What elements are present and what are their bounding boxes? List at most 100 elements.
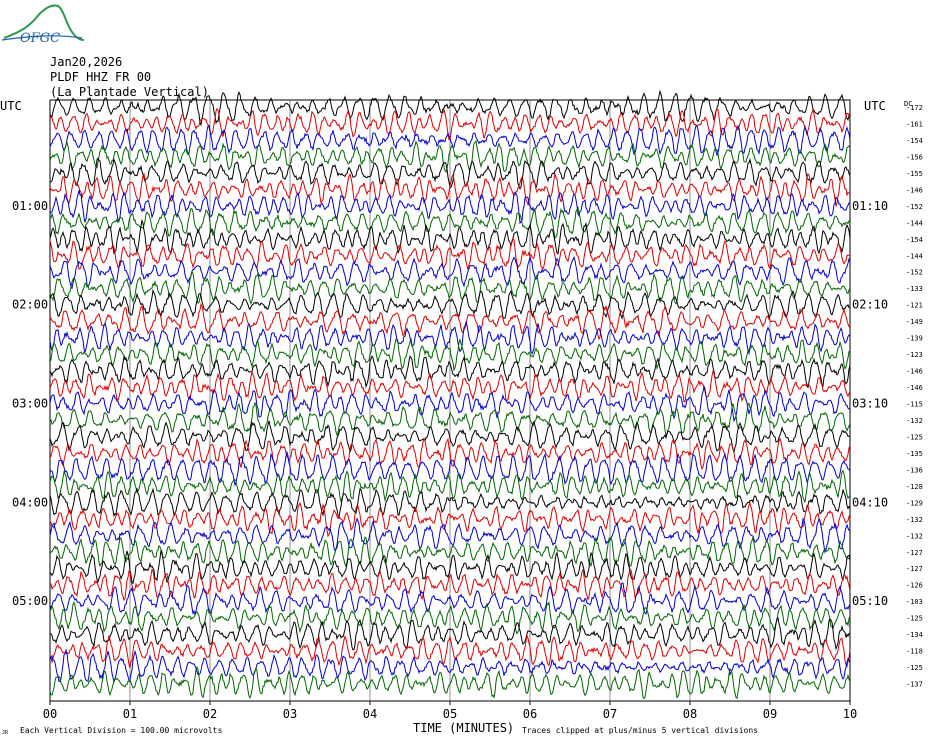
trace-line bbox=[49, 218, 851, 255]
left-time-label: 05:00 bbox=[12, 594, 48, 608]
right-utc-label: UTC bbox=[864, 99, 886, 113]
clip-note: Traces clipped at plus/minus 5 vertical … bbox=[522, 726, 758, 735]
trace-line bbox=[49, 369, 851, 403]
dc-offset-value: -127 bbox=[906, 549, 923, 557]
dc-offset-value: -133 bbox=[906, 285, 923, 293]
dc-offset-value: -149 bbox=[906, 318, 923, 326]
trace-line bbox=[49, 189, 851, 225]
dc-offset-value: -146 bbox=[906, 368, 923, 376]
dc-offset-value: -118 bbox=[906, 648, 923, 656]
trace-line bbox=[49, 269, 851, 306]
right-time-label: 01:10 bbox=[852, 199, 888, 213]
right-time-label: 02:10 bbox=[852, 298, 888, 312]
trace-line bbox=[49, 236, 851, 271]
dc-offset-value: -129 bbox=[906, 499, 923, 507]
logo-text: OFGC bbox=[20, 31, 60, 46]
x-tick-label: 08 bbox=[683, 707, 697, 721]
dc-offset-value: -125 bbox=[906, 433, 923, 441]
x-tick-label: 06 bbox=[523, 707, 537, 721]
dc-offset-value: -156 bbox=[906, 153, 923, 161]
right-time-labels: 01:10 02:10 03:10 04:10 05:10 bbox=[852, 199, 888, 608]
dc-offset-value: -139 bbox=[906, 335, 923, 343]
dc-offset-value: -135 bbox=[906, 450, 923, 458]
dc-offset-value: -103 bbox=[906, 598, 923, 606]
trace-line bbox=[49, 600, 851, 635]
x-tick-label: 04 bbox=[363, 707, 377, 721]
trace-line bbox=[49, 648, 851, 683]
right-time-label: 03:10 bbox=[852, 397, 888, 411]
dc-offset-value: -136 bbox=[906, 466, 923, 474]
dc-offset-value: -146 bbox=[906, 186, 923, 194]
dc-offset-value: -144 bbox=[906, 219, 923, 227]
trace-line bbox=[49, 568, 851, 602]
x-axis-ticks: 00 01 02 03 04 05 06 07 08 09 10 bbox=[43, 701, 857, 721]
x-tick-label: 02 bbox=[203, 707, 217, 721]
dc-offset-value: -123 bbox=[906, 351, 923, 359]
x-tick-label: 03 bbox=[283, 707, 297, 721]
dc-offset-value: -132 bbox=[906, 532, 923, 540]
trace-line bbox=[49, 501, 851, 538]
trace-line bbox=[49, 337, 851, 372]
x-tick-label: 00 bbox=[43, 707, 57, 721]
trace-line bbox=[49, 436, 851, 471]
trace-line bbox=[49, 582, 851, 618]
minute-gridlines bbox=[129, 100, 771, 701]
dc-offset-value: -144 bbox=[906, 252, 923, 260]
trace-line bbox=[49, 401, 851, 438]
trace-line bbox=[49, 666, 851, 700]
trace-line bbox=[49, 385, 851, 423]
dc-offset-value: -137 bbox=[906, 681, 923, 689]
dc-header: DC bbox=[904, 100, 912, 108]
dc-offset-value: -146 bbox=[906, 384, 923, 392]
trace-line bbox=[49, 354, 851, 389]
dc-offset-value: -161 bbox=[906, 120, 923, 128]
right-time-label: 04:10 bbox=[852, 495, 888, 509]
dc-offset-value: -132 bbox=[906, 516, 923, 524]
dc-offset-value: -115 bbox=[906, 401, 923, 409]
logo: OFGC bbox=[1, 4, 85, 46]
left-utc-label: UTC bbox=[0, 99, 22, 113]
station-name: (La Plantade Vertical) bbox=[50, 85, 209, 99]
left-time-label: 03:00 bbox=[12, 397, 48, 411]
left-time-labels: 01:00 02:00 03:00 04:00 05:00 bbox=[12, 199, 48, 608]
dc-offset-values: -172 -161 -154 -156 -155 -146 -152 -144 -154 -144… bbox=[906, 104, 923, 689]
seismic-traces bbox=[49, 89, 851, 700]
trace-line bbox=[49, 139, 851, 173]
trace-line bbox=[49, 536, 851, 568]
trace-line bbox=[49, 635, 851, 669]
scale-prefix: JR bbox=[2, 730, 9, 736]
x-tick-label: 10 bbox=[843, 707, 857, 721]
record-date: Jan20,2026 bbox=[50, 55, 122, 69]
left-time-label: 02:00 bbox=[12, 298, 48, 312]
dc-offset-value: -155 bbox=[906, 170, 923, 178]
left-time-label: 04:00 bbox=[12, 495, 48, 509]
trace-line bbox=[49, 469, 851, 503]
trace-line bbox=[49, 517, 851, 554]
dc-offset-value: -128 bbox=[906, 483, 923, 491]
trace-line bbox=[49, 288, 851, 320]
logo-swoosh-icon bbox=[1, 35, 83, 41]
dc-offset-value: -125 bbox=[906, 615, 923, 623]
trace-line bbox=[49, 302, 851, 341]
trace-line bbox=[49, 205, 851, 239]
dc-offset-value: -152 bbox=[906, 269, 923, 277]
dc-offset-value: -152 bbox=[906, 203, 923, 211]
logo-mountain-icon bbox=[3, 4, 85, 41]
dc-offset-value: -127 bbox=[906, 565, 923, 573]
dc-offset-value: -126 bbox=[906, 582, 923, 590]
dc-offset-value: -172 bbox=[906, 104, 923, 112]
dc-offset-value: -154 bbox=[906, 236, 923, 244]
dc-offset-value: -121 bbox=[906, 302, 923, 310]
x-tick-label: 09 bbox=[763, 707, 777, 721]
trace-line bbox=[49, 617, 851, 651]
right-time-label: 05:10 bbox=[852, 594, 888, 608]
left-time-label: 01:00 bbox=[12, 199, 48, 213]
x-tick-label: 05 bbox=[443, 707, 457, 721]
scale-note: Each Vertical Division = 100.00 microvol… bbox=[20, 726, 222, 735]
dc-offset-value: -125 bbox=[906, 664, 923, 672]
trace-line bbox=[49, 487, 851, 520]
trace-line bbox=[49, 450, 851, 487]
trace-line bbox=[49, 420, 851, 454]
x-axis-title: TIME (MINUTES) bbox=[413, 721, 514, 735]
